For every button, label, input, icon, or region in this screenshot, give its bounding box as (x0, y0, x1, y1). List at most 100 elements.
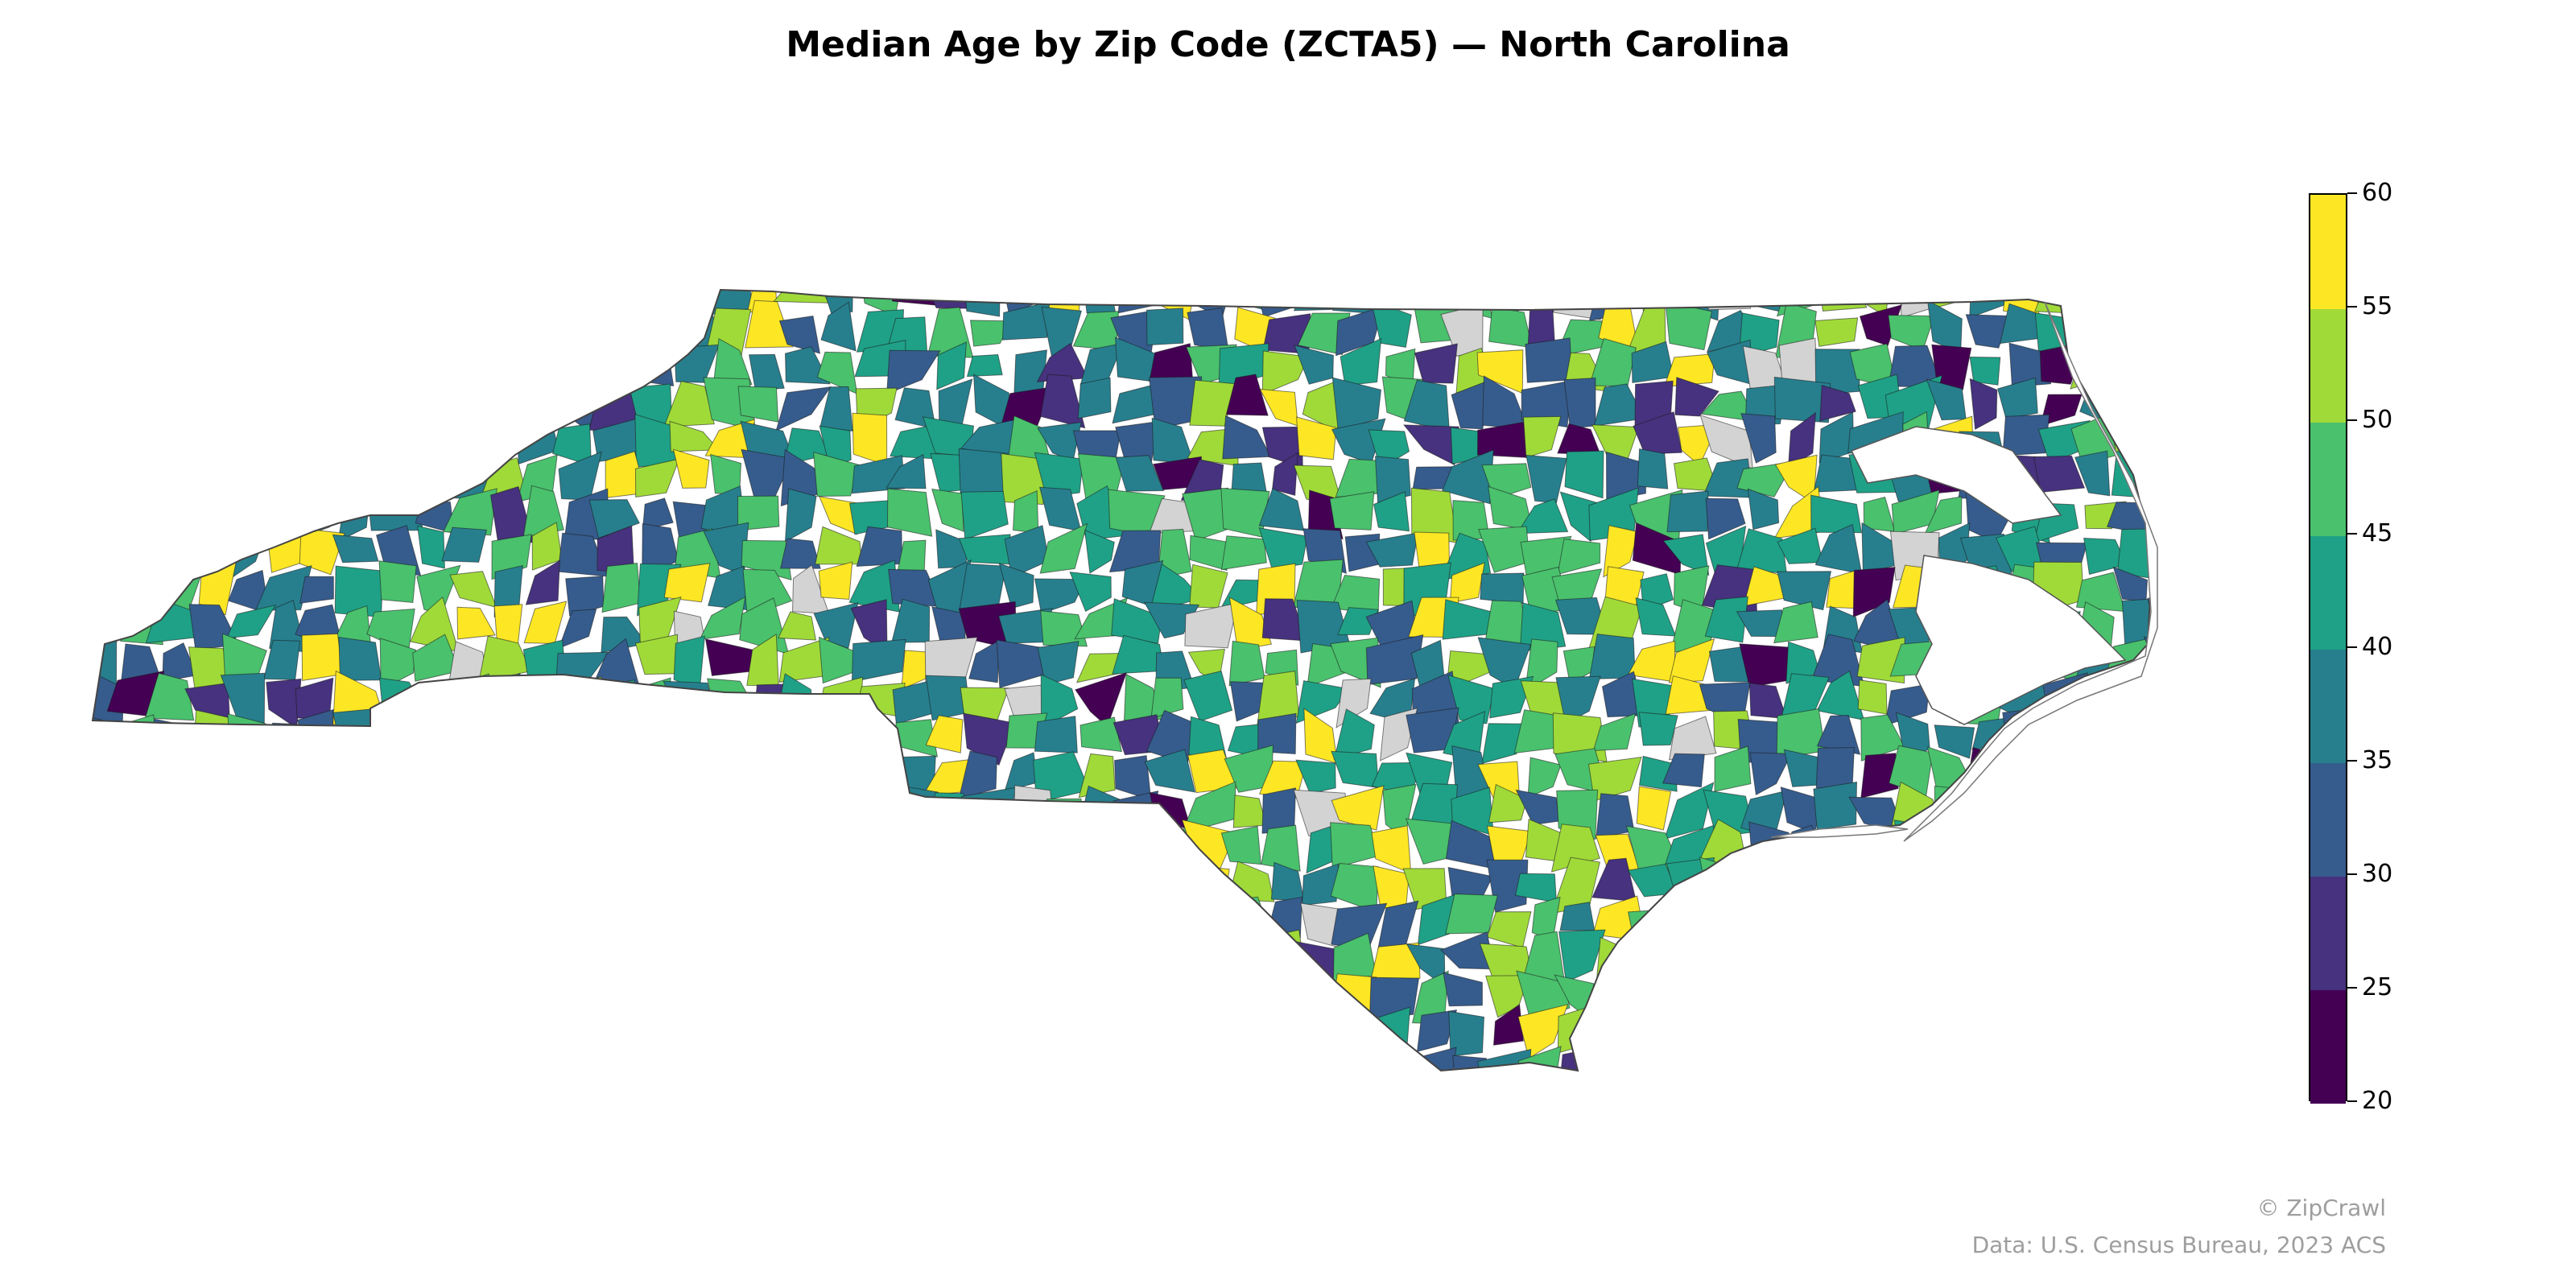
zip-region (1330, 822, 1380, 869)
zip-region (516, 682, 567, 721)
zip-region (369, 375, 424, 415)
zip-region (742, 568, 793, 618)
zip-region (266, 860, 312, 914)
zip-region (1856, 904, 1900, 946)
zip-region (109, 1005, 159, 1050)
zip-region (815, 966, 864, 1013)
zip-region (779, 538, 821, 569)
zip-region (635, 710, 683, 761)
zip-region (93, 791, 115, 839)
zip-region (445, 753, 490, 798)
zip-region (1969, 378, 1998, 431)
zip-region (670, 821, 713, 874)
zip-region (813, 602, 859, 650)
zip-region (1663, 782, 1715, 840)
zip-region (815, 856, 861, 914)
zip-region (559, 341, 610, 394)
zip-region (1773, 376, 1831, 423)
zip-region (270, 782, 299, 839)
zip-region (300, 290, 336, 320)
zip-region (665, 1005, 716, 1049)
zip-region (963, 894, 1018, 945)
zip-region (699, 785, 745, 827)
zip-region (1860, 753, 1899, 799)
zip-region (1748, 683, 1788, 720)
zip-region (1365, 634, 1424, 685)
zip-region (221, 932, 269, 980)
zip-region (737, 386, 779, 423)
zip-region (2045, 748, 2075, 790)
zip-region (1293, 290, 1338, 312)
zip-region (848, 930, 902, 983)
zip-region (1736, 290, 1783, 313)
zip-region (1704, 596, 1748, 643)
zip-region (1781, 1043, 1823, 1071)
zip-region (817, 1049, 869, 1071)
zip-region (514, 716, 572, 762)
zip-region (182, 418, 232, 467)
colorbar-band (2310, 535, 2346, 650)
zip-region (1220, 825, 1261, 865)
colorbar-tick-label: 30 (2362, 860, 2393, 888)
zip-region (1890, 898, 1941, 939)
zip-region (303, 345, 339, 394)
zip-region (1258, 527, 1308, 569)
zip-region (365, 942, 417, 986)
zip-region (588, 311, 641, 357)
zip-region (480, 938, 530, 985)
pamlico-sound (1915, 555, 2127, 725)
zip-region (1255, 290, 1301, 318)
zip-region (93, 411, 115, 458)
zip-region (551, 1010, 604, 1059)
zip-region (1001, 301, 1051, 341)
zip-region (740, 712, 782, 762)
zip-region (1331, 377, 1382, 432)
zip-region (1187, 1051, 1233, 1071)
zip-region (588, 499, 641, 539)
zip-region (1936, 1051, 1971, 1071)
zip-region (230, 415, 272, 465)
zip-region (850, 856, 896, 909)
zip-region (1295, 759, 1336, 795)
zip-region (188, 865, 240, 913)
zip-region (188, 781, 229, 825)
zip-region (145, 818, 195, 868)
zip-region (601, 563, 642, 613)
zip-region (679, 786, 720, 840)
zip-region (927, 906, 968, 934)
zip-region (1859, 828, 1899, 873)
zip-region (749, 931, 793, 972)
zip-region (118, 418, 163, 456)
zip-region (2116, 898, 2151, 951)
zip-region (974, 982, 1011, 1007)
zip-region (778, 611, 817, 641)
zip-region (1773, 601, 1818, 644)
zip-region (1481, 723, 1530, 765)
colorbar-tick-label: 20 (2362, 1087, 2393, 1115)
zip-region (1814, 317, 1859, 347)
zip-region (366, 487, 423, 531)
zip-region (2000, 1047, 2042, 1071)
zip-region (402, 760, 453, 793)
zip-region (925, 715, 964, 753)
zip-region (2143, 636, 2151, 689)
zip-region (368, 423, 417, 470)
zip-region (515, 894, 572, 951)
zip-region (299, 576, 334, 604)
zip-region (1113, 937, 1157, 986)
zip-region (1662, 900, 1718, 940)
zip-region (629, 757, 675, 802)
zip-region (338, 1006, 372, 1046)
zip-region (1787, 411, 1816, 469)
zip-region (642, 497, 674, 531)
zip-region (445, 1009, 489, 1062)
zip-region (523, 381, 555, 420)
zip-region (524, 968, 569, 1018)
zip-region (183, 761, 233, 796)
zip-region (374, 761, 420, 787)
zip-region (1557, 538, 1601, 576)
zip-region (1365, 290, 1419, 310)
zip-region (109, 448, 164, 498)
zip-region (1595, 1042, 1637, 1071)
zip-region (1516, 498, 1569, 535)
